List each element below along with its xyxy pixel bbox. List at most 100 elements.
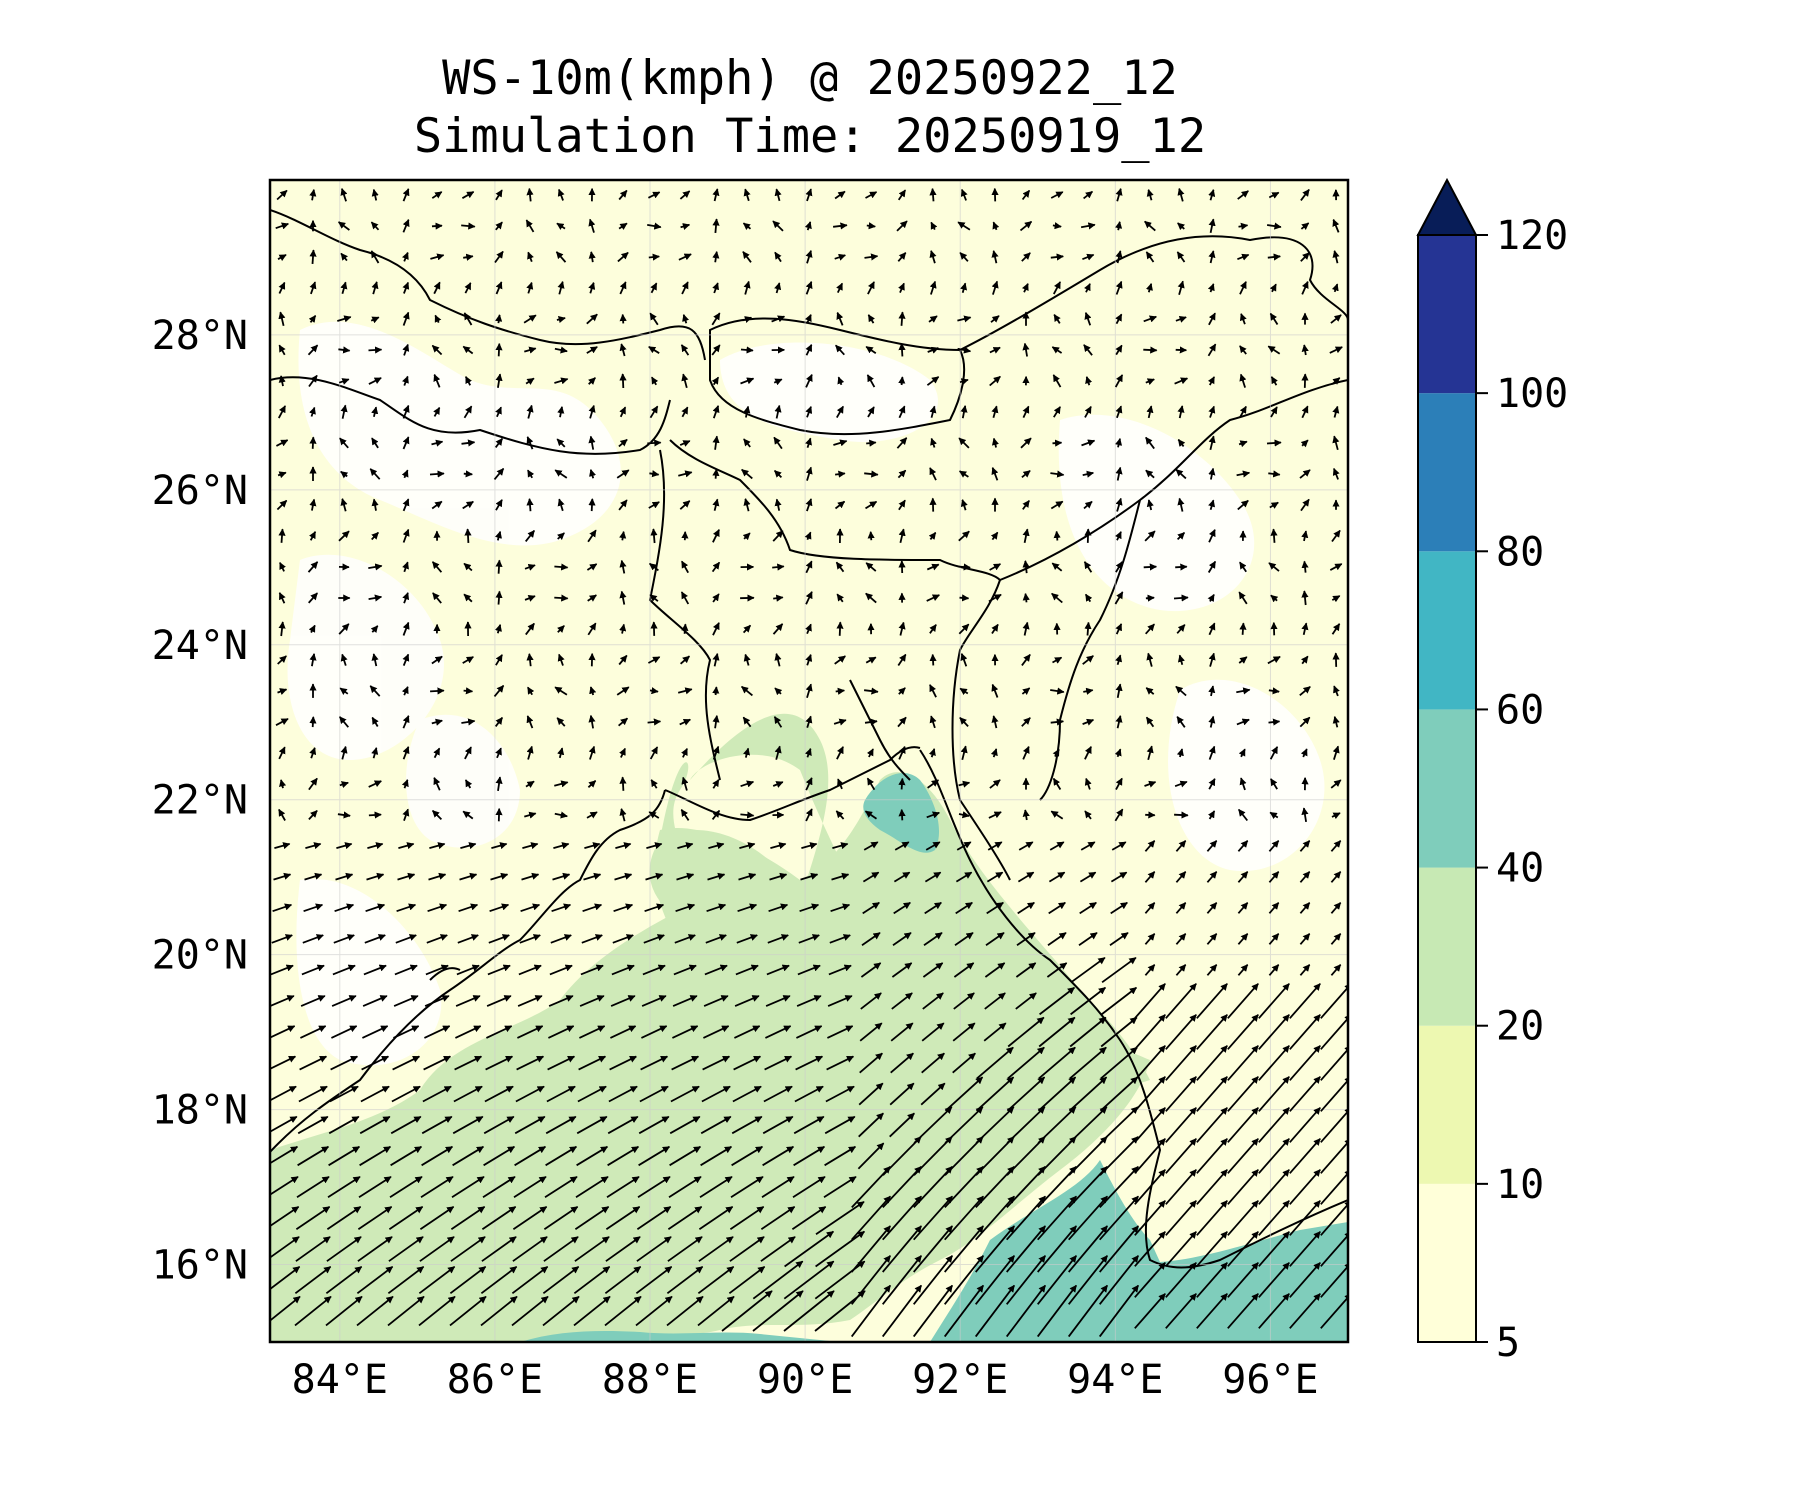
wind-arrow xyxy=(1208,499,1216,511)
wind-arrow xyxy=(774,251,782,263)
wind-arrow xyxy=(526,745,534,760)
wind-arrow xyxy=(1145,716,1155,728)
wind-arrow xyxy=(799,903,820,913)
wind-arrow xyxy=(1208,652,1216,667)
wind-arrow xyxy=(1237,871,1249,883)
wind-arrow xyxy=(557,625,565,633)
wind-arrow xyxy=(1196,983,1228,1019)
wind-arrow xyxy=(495,654,503,666)
wind-arrow xyxy=(898,687,906,695)
wind-arrow xyxy=(494,624,502,634)
wind-arrow xyxy=(991,437,999,448)
wind-arrow xyxy=(495,559,503,574)
wind-arrow xyxy=(298,1085,328,1103)
wind-arrow xyxy=(960,405,968,419)
wind-arrow xyxy=(305,842,322,850)
wind-arrow xyxy=(986,871,1004,883)
wind-arrow xyxy=(277,471,287,479)
wind-arrow xyxy=(396,903,417,913)
wind-arrow xyxy=(647,191,661,199)
wind-arrow xyxy=(805,466,813,481)
wind-arrow xyxy=(1078,932,1098,946)
wind-arrow xyxy=(461,718,476,726)
wind-arrow xyxy=(650,528,658,544)
wind-arrow xyxy=(516,1055,545,1071)
wind-arrow xyxy=(367,842,384,850)
wind-arrow xyxy=(738,872,757,881)
wind-arrow xyxy=(359,1115,391,1135)
wind-arrow xyxy=(274,842,291,850)
wind-arrow xyxy=(712,405,720,419)
wind-arrow xyxy=(557,406,565,418)
wind-arrow xyxy=(679,500,691,510)
wind-arrow xyxy=(329,1085,359,1103)
wind-arrow xyxy=(767,934,789,944)
wind-arrow xyxy=(1208,622,1216,636)
wind-arrow xyxy=(1175,964,1187,976)
wind-arrow xyxy=(1258,1076,1290,1112)
wind-arrow xyxy=(278,311,286,327)
wind-arrow xyxy=(1144,220,1156,232)
wind-arrow xyxy=(277,688,288,695)
wind-arrow xyxy=(1115,280,1123,295)
wind-arrow xyxy=(1082,470,1095,478)
wind-arrow xyxy=(763,1085,793,1103)
wind-arrow xyxy=(1020,437,1032,449)
wind-arrow xyxy=(644,903,665,913)
wind-arrow xyxy=(1110,871,1128,883)
wind-arrow xyxy=(867,281,875,295)
wind-arrow xyxy=(431,344,443,356)
wind-arrow xyxy=(1165,983,1197,1019)
wind-arrow xyxy=(1330,933,1342,945)
wind-arrow xyxy=(929,280,937,295)
wind-arrow xyxy=(1301,590,1309,606)
wind-arrow xyxy=(773,716,783,728)
wind-arrow xyxy=(587,529,597,543)
wind-arrow xyxy=(1207,593,1215,603)
wind-arrow xyxy=(643,934,665,944)
wind-arrow xyxy=(835,810,845,820)
wind-arrow xyxy=(1053,406,1061,418)
wind-arrow xyxy=(1083,561,1093,573)
wind-arrow xyxy=(639,1085,669,1103)
wind-arrow xyxy=(1266,439,1282,447)
wind-arrow xyxy=(277,254,287,262)
wind-arrow xyxy=(669,1115,701,1135)
wind-arrow xyxy=(618,189,628,201)
wind-arrow xyxy=(617,251,629,263)
wind-arrow xyxy=(1267,655,1281,665)
wind-arrow xyxy=(300,1025,327,1039)
wind-arrow xyxy=(554,346,568,354)
wind-arrow xyxy=(1173,594,1189,602)
wind-arrow xyxy=(299,1055,328,1071)
wind-arrow xyxy=(1236,470,1251,478)
wind-arrow xyxy=(1038,1016,1076,1048)
wind-arrow xyxy=(607,1145,640,1167)
wind-arrow xyxy=(1175,902,1187,914)
wind-arrow xyxy=(1144,840,1156,852)
wind-arrow xyxy=(640,1055,669,1071)
wind-arrow xyxy=(457,934,479,944)
wind-arrow xyxy=(866,439,877,447)
wind-arrow xyxy=(279,561,286,572)
wind-arrow xyxy=(991,405,999,419)
wind-arrow xyxy=(958,811,970,819)
wind-arrow xyxy=(463,470,473,478)
wind-arrow xyxy=(990,315,1000,323)
wind-arrow xyxy=(424,1025,451,1039)
wind-arrow xyxy=(1300,222,1310,230)
wind-arrow xyxy=(1320,1076,1348,1112)
wind-arrow xyxy=(452,1115,484,1135)
colorbar: 5 10 20 40 60 80 100 120 xyxy=(1416,177,1568,1366)
wind-arrow xyxy=(712,779,720,789)
wind-arrow xyxy=(402,188,410,202)
wind-arrow xyxy=(866,748,874,758)
wind-arrow xyxy=(832,842,849,850)
wind-arrow xyxy=(1299,933,1311,945)
wind-arrow xyxy=(805,808,813,822)
wind-arrow xyxy=(773,436,783,450)
wind-arrow xyxy=(1022,560,1030,574)
wind-arrow xyxy=(432,592,442,604)
wind-arrow xyxy=(898,405,906,419)
wind-arrow xyxy=(1022,745,1030,760)
